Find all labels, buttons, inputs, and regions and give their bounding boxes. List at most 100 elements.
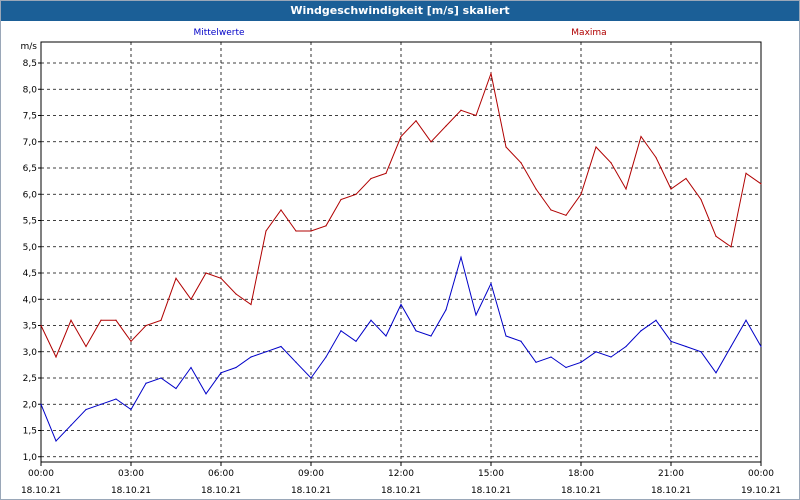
data-point	[670, 340, 672, 342]
data-point	[385, 172, 387, 174]
data-point	[535, 361, 537, 363]
data-point	[445, 125, 447, 127]
y-tick-label: 7,0	[23, 138, 38, 148]
data-point	[385, 335, 387, 337]
x-tick-date: 18.10.21	[651, 486, 691, 496]
data-point	[265, 351, 267, 353]
data-point	[715, 235, 717, 237]
x-tick-time: 09:00	[298, 469, 324, 479]
x-tick-date: 18.10.21	[381, 486, 421, 496]
data-point	[145, 324, 147, 327]
y-tick-label: 8,0	[23, 85, 38, 95]
data-point	[295, 361, 297, 363]
y-tick-label: 4,5	[23, 269, 37, 279]
legend-mittelwerte: Mittelwerte	[193, 28, 244, 38]
data-point	[100, 403, 102, 405]
data-point	[205, 272, 207, 274]
data-point	[100, 319, 102, 321]
data-point	[70, 424, 72, 426]
x-tick-date: 18.10.21	[21, 486, 61, 496]
data-point	[370, 319, 372, 321]
x-tick-time: 06:00	[208, 469, 234, 479]
data-point	[115, 398, 117, 400]
data-point	[250, 303, 252, 306]
data-point	[715, 372, 717, 374]
y-tick-label: 1,5	[23, 427, 37, 437]
y-tick-label: 8,5	[23, 59, 37, 69]
data-point	[760, 345, 762, 348]
data-point	[700, 198, 702, 201]
data-point	[355, 340, 357, 342]
y-tick-label: 6,5	[23, 164, 37, 174]
y-tick-label: 5,0	[23, 243, 38, 253]
data-point	[85, 408, 87, 411]
data-point	[55, 356, 57, 358]
data-point	[40, 403, 42, 405]
y-axis-label: m/s	[21, 42, 38, 52]
data-point	[400, 303, 402, 306]
data-point	[580, 193, 582, 195]
data-point	[625, 188, 627, 190]
data-point	[370, 177, 372, 180]
data-point	[310, 230, 312, 232]
data-point	[175, 387, 177, 390]
data-point	[115, 319, 117, 321]
data-point	[295, 230, 297, 232]
data-point	[430, 335, 432, 337]
data-point	[325, 225, 327, 227]
data-point	[490, 72, 492, 75]
data-point	[280, 345, 282, 348]
x-tick-time: 03:00	[118, 469, 144, 479]
data-point	[685, 177, 687, 180]
data-point	[730, 246, 732, 248]
data-point	[475, 314, 477, 316]
data-point	[640, 135, 642, 138]
data-point	[730, 345, 732, 348]
y-tick-label: 7,5	[23, 112, 37, 122]
data-point	[40, 324, 42, 327]
data-point	[640, 330, 642, 332]
data-point	[190, 366, 192, 369]
data-point	[745, 172, 747, 174]
x-tick-date: 18.10.21	[471, 486, 511, 496]
data-point	[280, 209, 282, 211]
x-tick-time: 15:00	[478, 469, 504, 479]
y-tick-label: 6,0	[23, 190, 38, 200]
data-point	[460, 109, 462, 111]
data-point	[340, 198, 342, 201]
data-point	[565, 214, 567, 216]
data-point	[610, 162, 612, 164]
data-point	[520, 340, 522, 342]
data-point	[655, 319, 657, 321]
data-point	[220, 372, 222, 374]
data-point	[595, 351, 597, 353]
data-point	[355, 193, 357, 195]
data-point	[670, 188, 672, 190]
x-tick-time: 12:00	[388, 469, 414, 479]
data-point	[340, 330, 342, 332]
data-point	[190, 298, 192, 300]
x-tick-time: 00:00	[748, 469, 774, 479]
x-tick-date: 19.10.21	[741, 486, 781, 496]
x-tick-time: 18:00	[568, 469, 594, 479]
data-point	[445, 309, 447, 311]
data-point	[580, 361, 582, 363]
data-point	[505, 335, 507, 337]
data-point	[505, 146, 507, 148]
data-point	[160, 377, 162, 379]
legend-maxima: Maxima	[571, 28, 606, 38]
x-tick-date: 18.10.21	[291, 486, 331, 496]
data-point	[415, 330, 417, 332]
data-point	[145, 382, 147, 384]
data-point	[550, 209, 552, 211]
data-point	[565, 366, 567, 369]
y-tick-label: 1,0	[23, 453, 38, 463]
data-point	[550, 356, 552, 358]
x-tick-date: 18.10.21	[561, 486, 601, 496]
y-tick-label: 5,5	[23, 217, 37, 227]
x-tick-time: 00:00	[28, 469, 54, 479]
data-point	[760, 183, 762, 185]
data-point	[595, 146, 597, 148]
